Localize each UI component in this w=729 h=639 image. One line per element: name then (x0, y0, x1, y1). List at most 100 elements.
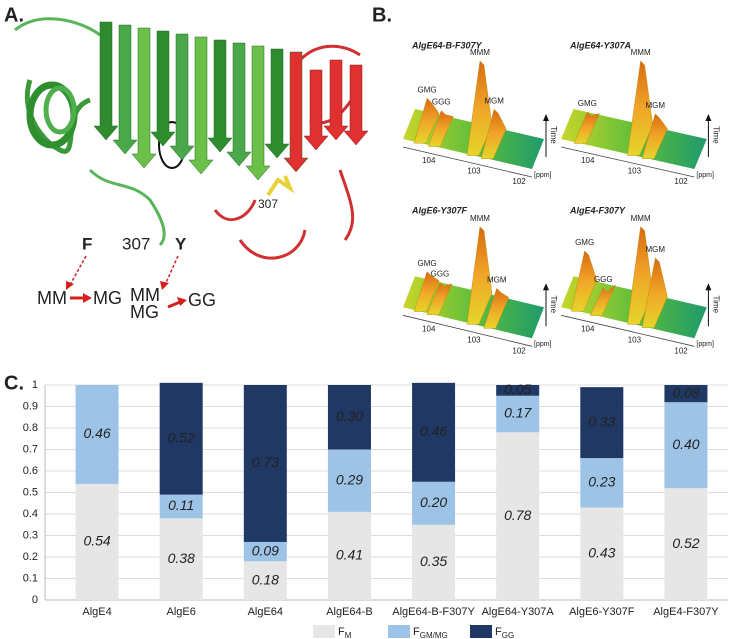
spectrum-peak (426, 281, 453, 315)
value-label: 0.46 (83, 425, 110, 441)
bar-segment (580, 387, 624, 459)
y-tick-label: 0.4 (23, 508, 38, 520)
spectrum-peak (480, 108, 507, 160)
panel-label: A. (4, 4, 24, 26)
y-tick-label: 0.6 (23, 465, 38, 477)
reaction-text: MM (130, 285, 160, 305)
strand (245, 45, 271, 181)
spectrum-peak (413, 97, 440, 144)
axis-tick-label: 103 (467, 335, 481, 344)
y-tick-label: 0.8 (23, 422, 38, 434)
axis-unit: [ppm] (534, 341, 552, 348)
value-label: 0.54 (83, 533, 110, 549)
spectrum-title: AlgE6-Y307F (411, 205, 468, 215)
axis-tick-label: 102 (512, 346, 526, 355)
spectrum-axis (402, 314, 533, 347)
peak-label: GGG (432, 98, 451, 107)
spectrum-peak (627, 226, 654, 325)
spectrum-peak (427, 110, 454, 147)
peak-label: GMG (578, 99, 597, 108)
bar-segment (664, 385, 708, 403)
bar-segment (412, 524, 456, 600)
protein-structure (14, 17, 369, 260)
arrowheads (66, 281, 187, 309)
value-label: 0.52 (672, 535, 699, 551)
value-label: 0.43 (588, 544, 615, 560)
strand (188, 36, 214, 175)
spectrum-title: AlgE4-F307Y (569, 205, 626, 215)
bar-segment (412, 481, 456, 525)
spectrum-peak (627, 60, 654, 156)
value-label: 0.40 (672, 436, 699, 452)
axis-unit: [ppm] (696, 172, 714, 179)
mutation-position: 307 (122, 234, 150, 253)
strand (93, 21, 119, 141)
spectrum-peak (466, 60, 493, 156)
spectrum-axis (402, 146, 533, 178)
peak-label: GMG (418, 85, 437, 94)
legend-label: FGM/MG (413, 626, 448, 639)
spectrum-peak (641, 113, 668, 160)
value-label: 0.20 (420, 494, 447, 510)
value-label: 0.38 (168, 550, 195, 566)
value-label: 0.05 (504, 381, 531, 397)
value-label: 0.23 (588, 474, 615, 490)
time-arrowhead (705, 283, 712, 291)
y-tick-label: 0.1 (23, 572, 38, 584)
x-tick-label: AlgE64-Y307A (482, 606, 555, 618)
bar-segment (243, 385, 287, 542)
x-tick-label: AlgE64-B-F307Y (392, 606, 475, 618)
spectrum-peak (573, 111, 600, 144)
bar-segment (159, 382, 203, 495)
spectrum-peak (413, 271, 440, 312)
bar-segment (664, 488, 708, 600)
bar-segment (327, 511, 371, 600)
axis-tick-label: 104 (581, 325, 595, 334)
value-label: 0.11 (168, 497, 194, 513)
bar-segment (412, 382, 456, 482)
strand (343, 64, 369, 146)
time-arrowhead (543, 283, 549, 291)
y-tick-label: 1 (32, 379, 38, 391)
x-tick-label: AlgE64 (248, 606, 283, 618)
strand (112, 24, 138, 155)
value-label: 0.78 (504, 507, 531, 523)
reaction-text: MG (93, 288, 122, 308)
axis-tick-label: 104 (422, 156, 436, 165)
mutation-from: F (82, 234, 92, 253)
axis-tick-label: 103 (628, 335, 642, 344)
value-label: 0.73 (252, 454, 279, 470)
axis-unit: [ppm] (534, 172, 552, 179)
axis-unit: [ppm] (696, 341, 714, 348)
axis-tick-label: 103 (628, 167, 642, 176)
bar-segment (327, 449, 371, 512)
peak-label: MGM (645, 101, 665, 110)
peak-label: MMM (631, 48, 651, 57)
peak-label: GGG (431, 269, 450, 278)
time-arrowhead (543, 114, 549, 121)
bar-segment (75, 385, 119, 484)
time-label: Time (711, 126, 720, 144)
spectrum-title: AlgE64-Y307A (569, 40, 631, 50)
bar-segment (664, 402, 708, 489)
x-tick-label: AlgE6-Y307F (569, 606, 635, 618)
bar-segment (159, 518, 203, 600)
strand (226, 42, 252, 167)
reaction-text: GG (188, 290, 216, 310)
spectrum-title: AlgE64-B-F307Y (411, 40, 483, 50)
time-label: Time (549, 126, 558, 144)
value-label: 0.41 (336, 547, 363, 563)
peak-label: MGM (645, 245, 665, 254)
y-tick-label: 0.5 (23, 486, 38, 498)
arrows (69, 255, 179, 286)
x-tick-label: AlgE6 (167, 606, 196, 618)
value-label: 0.08 (672, 384, 699, 400)
peak-label: MMM (631, 214, 651, 223)
strand (283, 51, 309, 173)
strand (131, 27, 157, 169)
value-label: 0.29 (336, 471, 363, 487)
peak-label: GGG (594, 275, 613, 284)
mutation-to: Y (175, 234, 187, 253)
panel-label: B. (372, 4, 392, 26)
spectrum-axis (561, 314, 695, 347)
